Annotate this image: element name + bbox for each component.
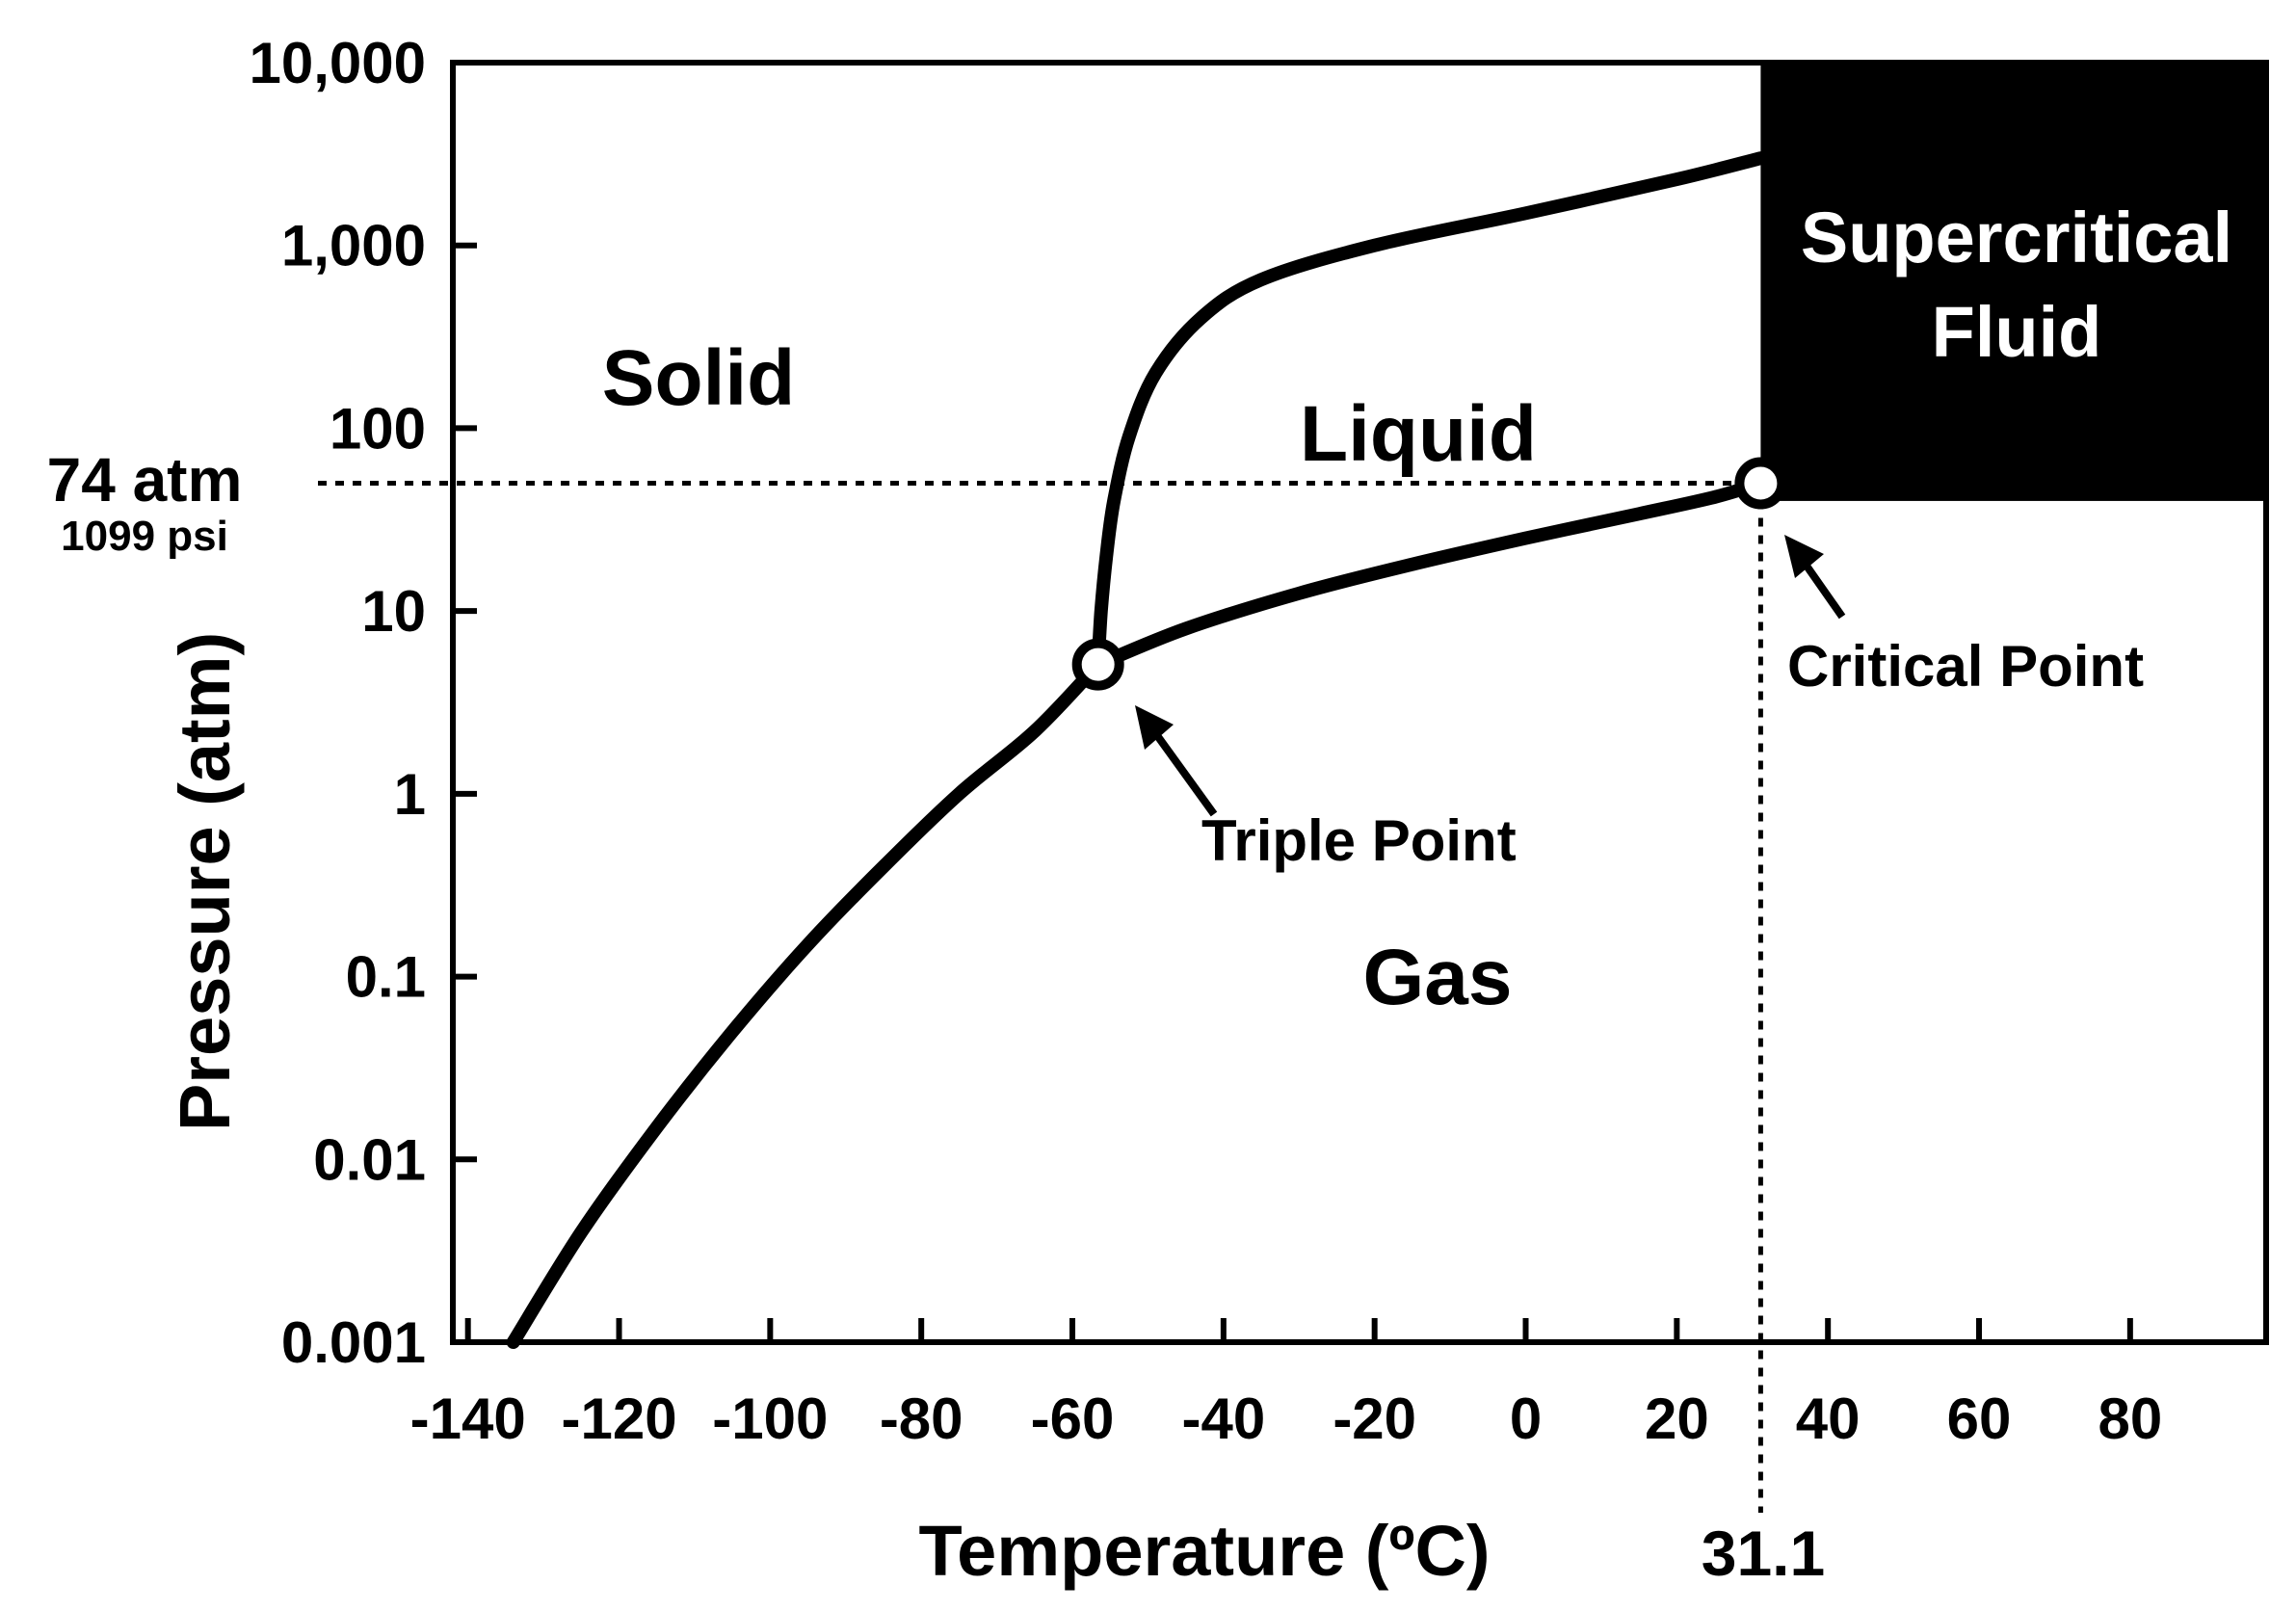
supercritical-region: [1760, 63, 2266, 501]
x-tick-label: -20: [1333, 1387, 1416, 1451]
critical-point-arrowhead: [1784, 535, 1824, 578]
x-axis-title: Temperature (ºC): [918, 1511, 1490, 1591]
x-tick-label: -60: [1031, 1387, 1115, 1451]
critical-point-marker: [1734, 457, 1787, 510]
reference-lines: [318, 481, 1763, 1513]
y-tick-label: 100: [330, 396, 426, 461]
phase-boundary-curves: [506, 151, 1768, 1349]
supercritical-label-line2: Fluid: [1932, 292, 2102, 372]
y-tick-label: 0.1: [346, 945, 426, 1010]
x-tick-label: -140: [410, 1387, 526, 1451]
temperature-ref-label: 31.1: [1702, 1518, 1825, 1589]
x-tick-label: -40: [1181, 1387, 1265, 1451]
plot-frame: [450, 60, 2269, 1345]
x-tick-label: -80: [880, 1387, 963, 1451]
triple-point-label: Triple Point: [1201, 808, 1517, 873]
critical-point-arrow: [1798, 556, 1846, 620]
x-tick-label: -100: [712, 1387, 828, 1451]
pressure-ref-sublabel: 1099 psi: [61, 513, 228, 560]
y-tick-label: 1,000: [281, 214, 426, 278]
y-tick-label: 10: [361, 579, 426, 644]
vaporization-curve: [1091, 476, 1768, 672]
x-tick-label: 0: [1510, 1387, 1542, 1451]
x-tick-label: 20: [1645, 1387, 1709, 1451]
pressure-ref-label: 74 atm: [47, 445, 243, 515]
y-axis-title: Pressure (atm): [165, 632, 245, 1131]
y-tick-label: 10,000: [249, 31, 426, 95]
triple-point-arrowhead: [1135, 705, 1174, 750]
y-tick-label: 0.01: [313, 1127, 426, 1192]
x-tick-label: 60: [1947, 1387, 2012, 1451]
axis-ticks: -140 -120 -100 -80 -60 -40 -20 0 20 40 60 80 0.001 0.…: [249, 31, 2162, 1451]
x-tick-label: -120: [561, 1387, 676, 1451]
triple-point-arrow: [1148, 725, 1218, 817]
supercritical-label-line1: Supercritical: [1801, 198, 2232, 277]
gas-region-label: Gas: [1363, 934, 1513, 1021]
x-tick-label: 80: [2098, 1387, 2162, 1451]
triple-point-marker: [1071, 638, 1124, 691]
y-tick-label: 1: [394, 762, 426, 827]
liquid-region-label: Liquid: [1300, 390, 1537, 478]
y-tick-label: 0.001: [281, 1310, 426, 1375]
sublimation-curve: [506, 657, 1105, 1349]
melting-curve: [1091, 151, 1768, 672]
x-tick-label: 40: [1796, 1387, 1861, 1451]
phase-points: [1071, 457, 1787, 691]
critical-point-label: Critical Point: [1787, 634, 2144, 699]
solid-region-label: Solid: [602, 334, 795, 422]
